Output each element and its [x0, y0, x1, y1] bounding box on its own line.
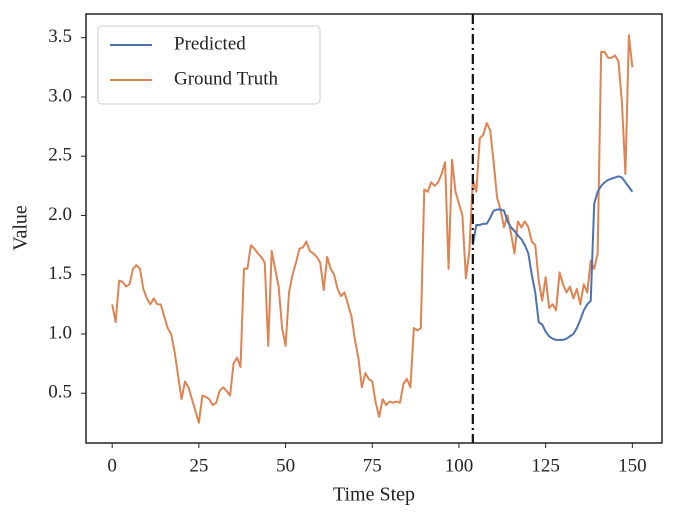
x-tick-label: 125	[531, 455, 560, 476]
y-tick-label: 3.5	[48, 26, 72, 47]
x-tick-label: 75	[363, 455, 382, 476]
y-axis-label: Value	[10, 205, 32, 251]
legend-box	[97, 25, 321, 105]
y-tick-label: 3.0	[48, 85, 72, 106]
y-tick-label: 1.0	[48, 322, 72, 343]
series-line	[471, 175, 634, 341]
y-tick-label: 2.0	[48, 204, 72, 225]
series-line	[111, 34, 634, 424]
x-tick-label: 100	[445, 455, 474, 476]
legend-label: Predicted	[174, 33, 246, 54]
x-axis-label: Time Step	[333, 484, 415, 506]
y-tick-label: 2.5	[48, 145, 72, 166]
x-tick-label: 150	[618, 455, 647, 476]
y-tick-label: 0.5	[48, 382, 72, 403]
y-tick-label: 1.5	[48, 263, 72, 284]
x-tick-label: 50	[276, 455, 295, 476]
plot-frame	[85, 13, 663, 444]
x-tick-label: 0	[107, 455, 117, 476]
x-tick-label: 25	[189, 455, 208, 476]
legend-label: Ground Truth	[174, 68, 278, 89]
